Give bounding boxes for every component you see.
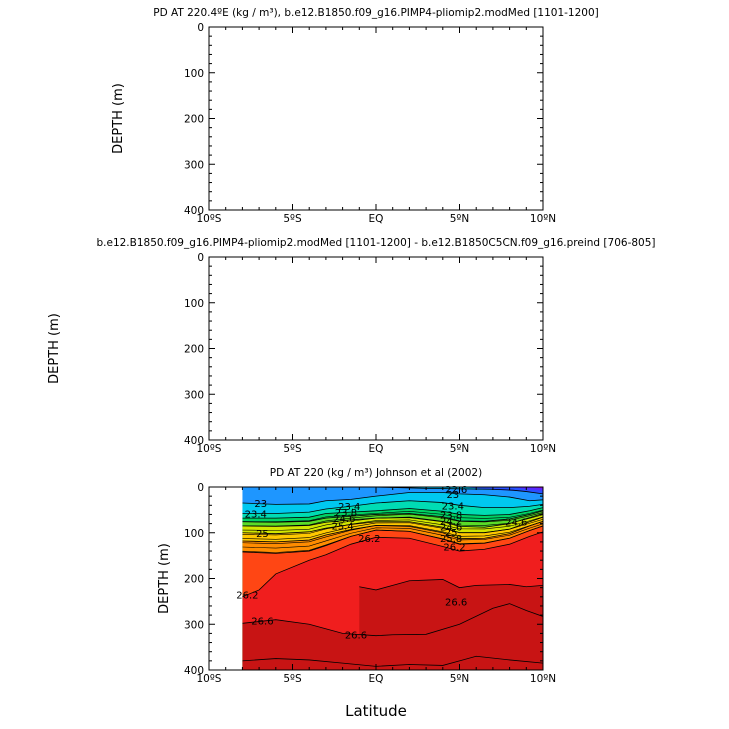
contour-label: 23.4 bbox=[442, 501, 464, 512]
contour-line-minor bbox=[242, 525, 543, 553]
contour-line-26.2 bbox=[242, 531, 543, 598]
contour-line-minor bbox=[242, 523, 543, 549]
x-tick-label: 10ºS bbox=[197, 673, 222, 685]
contour-line-minor bbox=[242, 518, 543, 540]
y-axis-label: DEPTH (m) bbox=[111, 83, 126, 154]
contour-label: 23 bbox=[254, 499, 267, 510]
contour-label: 23.8 bbox=[335, 508, 357, 519]
contour-line-minor bbox=[242, 512, 543, 527]
contour-line-23.8 bbox=[242, 507, 543, 519]
contour-label: 24.6 bbox=[440, 522, 462, 533]
x-tick-label: 10ºS bbox=[197, 443, 222, 455]
y-tick-label: 300 bbox=[184, 389, 204, 401]
x-tick-label: 5ºS bbox=[283, 673, 302, 685]
contour-line-23 bbox=[242, 492, 543, 505]
contour-label: 25.4 bbox=[331, 521, 353, 532]
contour-line-27 bbox=[242, 655, 543, 667]
x-axis-label: Latitude bbox=[345, 702, 407, 720]
x-tick-label: EQ bbox=[369, 213, 384, 225]
contour-line-minor bbox=[242, 509, 543, 522]
contour-label: 25.8 bbox=[440, 534, 462, 545]
y-tick-label: 300 bbox=[184, 159, 204, 171]
contour-line-24.6 bbox=[242, 513, 543, 528]
y-axis-label: DEPTH (m) bbox=[157, 543, 172, 614]
surface-fill-lowest bbox=[512, 487, 543, 491]
y-tick-label: 400 bbox=[184, 205, 204, 217]
contour-label: 23.8 bbox=[440, 510, 462, 521]
chart-title: PD AT 220.4ºE (kg / m³), b.e12.B1850.f09… bbox=[153, 7, 599, 19]
contour-line-minor bbox=[242, 521, 543, 545]
contour-line-24.2 bbox=[242, 510, 543, 523]
contour-label: 23.4 bbox=[338, 502, 360, 513]
contour-label: 26.2 bbox=[236, 591, 258, 602]
x-tick-label: 5ºN bbox=[450, 673, 469, 685]
y-tick-label: 200 bbox=[184, 574, 204, 586]
contour-line-25.4 bbox=[242, 520, 543, 543]
y-axis-label: DEPTH (m) bbox=[47, 313, 62, 384]
y-tick-label: 400 bbox=[184, 665, 204, 677]
y-tick-label: 0 bbox=[197, 252, 204, 264]
plot-frame bbox=[208, 256, 544, 441]
contour-label: 24.6 bbox=[505, 517, 527, 528]
x-tick-label: 10ºS bbox=[197, 213, 222, 225]
x-tick-label: EQ bbox=[369, 443, 384, 455]
plot-frame bbox=[208, 26, 544, 211]
chart-title: PD AT 220 (kg / m³) Johnson et al (2002) bbox=[270, 467, 482, 479]
y-tick-label: 100 bbox=[184, 528, 204, 540]
x-tick-label: 5ºS bbox=[283, 443, 302, 455]
contour-label: 26.6 bbox=[445, 597, 467, 608]
contour-lines bbox=[242, 487, 543, 667]
surface-fill-low bbox=[462, 487, 543, 494]
x-tick-label: 10ºN bbox=[530, 673, 556, 685]
contour-label: 23.4 bbox=[245, 510, 267, 521]
y-tick-label: 200 bbox=[184, 114, 204, 126]
contour-label: 26.6 bbox=[345, 630, 367, 641]
contour-label: 26.6 bbox=[251, 617, 273, 628]
x-tick-label: 5ºS bbox=[283, 213, 302, 225]
x-tick-label: 5ºN bbox=[450, 213, 469, 225]
chart-panel-3: 2323.42526.226.626.626.626.223.423.824.6… bbox=[157, 467, 556, 720]
y-tick-label: 100 bbox=[184, 298, 204, 310]
contour-label: 23 bbox=[446, 490, 459, 501]
contour-label: 25 bbox=[256, 529, 269, 540]
contour-line-26.6 bbox=[359, 579, 543, 591]
contour-line-23.4 bbox=[242, 500, 543, 514]
y-tick-label: 300 bbox=[184, 619, 204, 631]
y-tick-label: 100 bbox=[184, 68, 204, 80]
chart-title: b.e12.B1850.f09_g16.PIMP4-pliomip2.modMe… bbox=[96, 237, 655, 249]
contour-fill-27 bbox=[242, 656, 543, 670]
y-tick-label: 0 bbox=[197, 482, 204, 494]
y-tick-label: 200 bbox=[184, 344, 204, 356]
contour-fill-26.6 bbox=[359, 579, 543, 670]
contour-label: 24.2 bbox=[440, 516, 462, 527]
contour-line-minor bbox=[242, 514, 543, 531]
x-tick-label: 5ºN bbox=[450, 443, 469, 455]
contour-label: 22.6 bbox=[445, 485, 467, 496]
x-tick-label: 10ºN bbox=[530, 443, 556, 455]
contour-label: 24.6 bbox=[333, 514, 355, 525]
contour-line-minor bbox=[242, 516, 543, 536]
contour-line-26.6 bbox=[242, 603, 543, 637]
contour-label: 26.2 bbox=[443, 542, 465, 553]
y-tick-label: 400 bbox=[184, 435, 204, 447]
x-tick-label: EQ bbox=[369, 673, 384, 685]
y-tick-label: 0 bbox=[197, 22, 204, 34]
contour-label: 25 bbox=[445, 528, 458, 539]
contour-label: 26.2 bbox=[358, 534, 380, 545]
x-tick-label: 10ºN bbox=[530, 213, 556, 225]
